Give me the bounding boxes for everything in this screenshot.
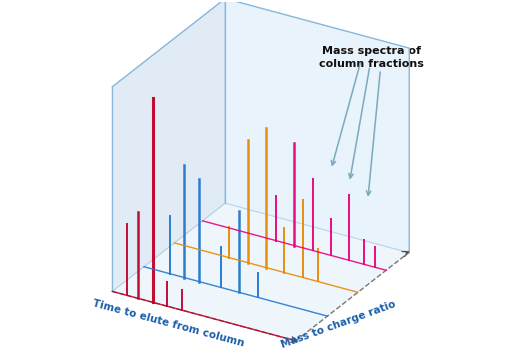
Text: Time to elute from column: Time to elute from column [92,298,245,348]
Polygon shape [225,0,408,253]
Text: Mass to charge ratio: Mass to charge ratio [279,299,397,350]
Text: Mass spectra of
column fractions: Mass spectra of column fractions [319,46,424,69]
Polygon shape [113,203,408,341]
Polygon shape [113,0,225,292]
